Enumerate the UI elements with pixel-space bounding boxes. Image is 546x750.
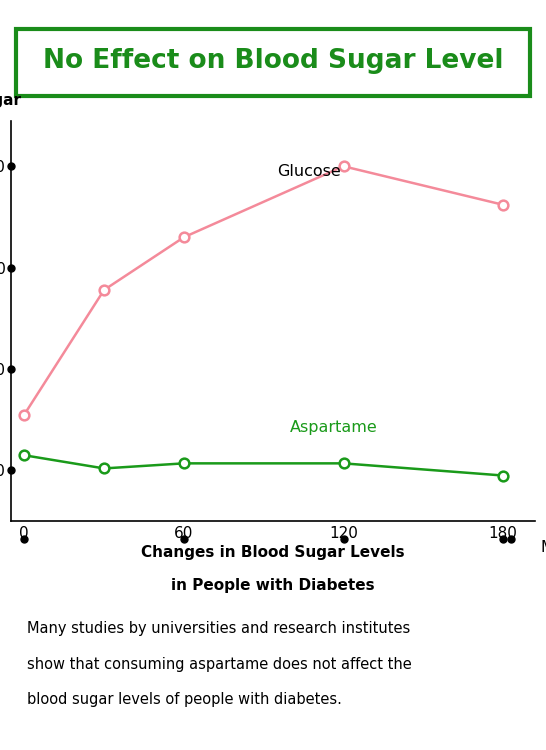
Text: Minutes: Minutes — [541, 540, 546, 555]
Text: Glucose: Glucose — [277, 164, 341, 179]
Text: No Effect on Blood Sugar Level: No Effect on Blood Sugar Level — [43, 48, 503, 74]
Text: Changes in Blood Sugar Levels: Changes in Blood Sugar Levels — [141, 545, 405, 560]
Text: show that consuming aspartame does not affect the: show that consuming aspartame does not a… — [27, 657, 411, 672]
Text: in People with Diabetes: in People with Diabetes — [171, 578, 375, 593]
Text: Blood sugar: Blood sugar — [0, 92, 21, 107]
Text: Aspartame: Aspartame — [290, 420, 378, 435]
Text: blood sugar levels of people with diabetes.: blood sugar levels of people with diabet… — [27, 692, 341, 707]
Text: Many studies by universities and research institutes: Many studies by universities and researc… — [27, 622, 410, 637]
FancyBboxPatch shape — [16, 29, 530, 96]
